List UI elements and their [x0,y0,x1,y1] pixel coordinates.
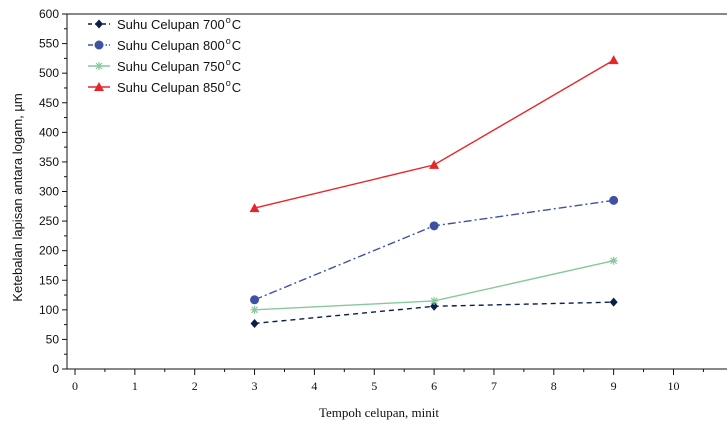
y-tick-label: 200 [39,244,59,258]
y-tick-label: 150 [39,273,59,287]
data-point [609,195,619,205]
legend-label: Suhu Celupan 850 [117,80,225,95]
y-tick-label: 300 [39,185,59,199]
x-tick-label: 1 [132,379,138,393]
legend-marker [95,19,103,29]
legend-marker [95,62,103,70]
legend-label: Suhu Celupan 750 [117,59,225,74]
series-2 [250,195,619,305]
x-tick-label: 4 [311,379,317,393]
x-tick-label: 2 [192,379,198,393]
data-point [250,295,260,305]
data-point [430,296,439,305]
legend-marker [94,82,104,91]
legend-label-superscript: o [226,78,231,88]
data-point [429,159,440,169]
y-tick-label: 550 [39,37,59,51]
x-tick-label: 5 [371,379,377,393]
data-point [250,318,259,328]
legend-label-unit: C [232,59,241,74]
series-line [254,59,615,209]
x-tick-label: 0 [72,379,78,393]
legend-item: Suhu Celupan 800 o C [88,36,241,53]
x-tick-label: 10 [668,379,680,393]
data-point [609,297,618,307]
legend-label: Suhu Celupan 700 [117,17,225,32]
series-layer [249,55,619,328]
y-axis-label: Ketebalan lapisan antara logam, µm [10,93,25,301]
x-tick-label: 7 [491,379,497,393]
legend-label-unit: C [232,17,241,32]
series-line [254,199,614,301]
data-point [249,203,260,213]
series-1 [250,297,618,328]
legend-label-unit: C [232,80,241,95]
series-4 [249,55,619,213]
data-point [608,55,619,65]
legend-label-superscript: o [226,57,231,67]
y-tick-label: 0 [52,362,59,376]
series-3 [250,256,618,314]
legend-label-unit: C [232,38,241,53]
y-tick-label: 400 [39,125,59,139]
legend-label: Suhu Celupan 800 [117,38,225,53]
y-tick-label: 50 [46,332,60,346]
data-point [609,256,618,265]
legend-label-superscript: o [226,36,231,46]
legend-label-superscript: o [226,15,231,25]
x-tick-label: 9 [611,379,617,393]
ticks: 0 50 100 150 200 250 300 350 400 450 500 550 600 0 1 2 3… [39,7,704,393]
y-tick-label: 450 [39,96,59,110]
data-point [430,301,439,311]
y-tick-label: 350 [39,155,59,169]
data-point [250,305,259,314]
legend-item: Suhu Celupan 750 o C [88,57,241,74]
x-axis-label: Tempoh celupan, minit [319,405,439,420]
legend-marker [94,40,104,50]
x-tick-label: 3 [252,379,258,393]
legend-item: Suhu Celupan 850 o C [88,78,241,95]
x-tick-label: 6 [431,379,437,393]
y-tick-label: 500 [39,66,59,80]
legend-item: Suhu Celupan 700 o C [88,15,241,32]
y-tick-label: 100 [39,303,59,317]
x-tick-label: 8 [551,379,557,393]
y-tick-label: 600 [39,7,59,21]
y-tick-label: 250 [39,214,59,228]
data-point [429,221,439,231]
